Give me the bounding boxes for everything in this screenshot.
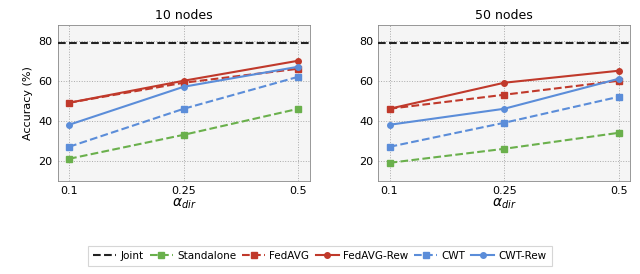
X-axis label: $\alpha_{dir}$: $\alpha_{dir}$ (172, 197, 196, 212)
Y-axis label: Accuracy (%): Accuracy (%) (23, 66, 33, 140)
Title: 10 nodes: 10 nodes (155, 9, 212, 22)
Title: 50 nodes: 50 nodes (476, 9, 533, 22)
Legend: Joint, Standalone, FedAVG, FedAVG-Rew, CWT, CWT-Rew: Joint, Standalone, FedAVG, FedAVG-Rew, C… (88, 246, 552, 266)
X-axis label: $\alpha_{dir}$: $\alpha_{dir}$ (492, 197, 516, 212)
